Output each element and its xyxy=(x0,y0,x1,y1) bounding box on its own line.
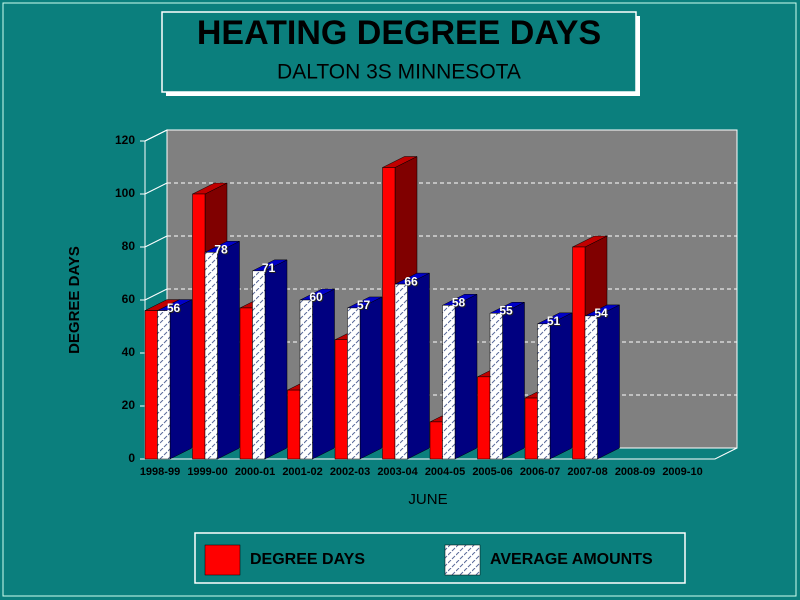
bar xyxy=(394,272,430,460)
side-grid xyxy=(144,235,168,248)
bar-face xyxy=(442,305,456,460)
bar xyxy=(347,296,383,460)
bar-face xyxy=(299,299,313,460)
data-label: 54 xyxy=(594,306,608,320)
x-tick-label: 1999-00 xyxy=(187,466,227,478)
x-tick-label: 2007-08 xyxy=(567,466,607,478)
side-grid xyxy=(144,182,168,195)
data-label: 57 xyxy=(357,298,371,312)
data-label-shadow: 60 xyxy=(310,291,324,305)
data-label-shadow: 66 xyxy=(405,275,419,289)
legend-label: AVERAGE AMOUNTS xyxy=(490,551,653,568)
bar xyxy=(299,288,335,460)
x-axis-label: JUNE xyxy=(408,491,447,508)
bar-face xyxy=(192,193,206,460)
side-grid xyxy=(144,288,168,301)
bar-face xyxy=(217,240,240,460)
data-label-shadow: 56 xyxy=(168,302,182,316)
bar-face xyxy=(144,310,158,460)
bar xyxy=(252,259,288,460)
data-label: 78 xyxy=(214,242,228,256)
y-tick-label: 80 xyxy=(122,239,136,253)
bar xyxy=(204,240,240,460)
bar-face xyxy=(204,252,218,460)
x-tick-label: 2003-04 xyxy=(377,466,418,478)
chart-subtitle: DALTON 3S MINNESOTA xyxy=(277,61,521,84)
bar-face xyxy=(477,376,491,460)
data-label: 51 xyxy=(547,314,561,328)
bar-face xyxy=(382,167,396,460)
bar xyxy=(442,293,478,460)
bar-face xyxy=(334,339,348,460)
data-label: 60 xyxy=(309,290,323,304)
bar-face xyxy=(489,313,503,460)
x-tick-label: 2001-02 xyxy=(282,466,322,478)
bar xyxy=(157,299,193,460)
bar-face xyxy=(287,389,301,460)
y-tick-label: 100 xyxy=(115,186,135,200)
legend-box xyxy=(194,532,686,584)
bar-face xyxy=(524,397,538,460)
bar-face xyxy=(407,272,430,460)
bar-face xyxy=(597,304,620,460)
bar-face xyxy=(312,288,335,460)
data-label-shadow: 78 xyxy=(215,243,229,257)
data-label-shadow: 57 xyxy=(358,299,372,313)
bar-face xyxy=(359,296,383,460)
x-tick-label: 2002-03 xyxy=(330,466,370,478)
bar-face xyxy=(537,323,551,460)
y-tick-label: 120 xyxy=(115,133,135,147)
x-tick-label: 2005-06 xyxy=(472,466,512,478)
bar xyxy=(537,312,573,460)
data-label-shadow: 51 xyxy=(548,315,562,329)
x-tick-label: 2008-09 xyxy=(615,466,655,478)
legend-swatch xyxy=(444,544,481,576)
bar-face xyxy=(584,315,598,460)
x-tick-label: 1998-99 xyxy=(140,466,180,478)
legend-swatch xyxy=(204,544,241,576)
bar xyxy=(584,304,620,460)
bar-face xyxy=(572,246,586,460)
data-label-shadow: 58 xyxy=(453,296,467,310)
data-label: 55 xyxy=(499,303,513,317)
data-label-shadow: 55 xyxy=(500,304,514,318)
bar-face xyxy=(169,299,193,460)
bar-face xyxy=(264,259,288,460)
bar-face xyxy=(394,283,408,460)
side-grid xyxy=(144,129,168,142)
bar-face xyxy=(502,301,525,460)
legend-label: DEGREE DAYS xyxy=(250,551,365,568)
y-tick-label: 20 xyxy=(122,398,136,412)
data-label: 56 xyxy=(167,301,181,315)
data-label: 71 xyxy=(262,261,276,275)
x-tick-label: 2004-05 xyxy=(425,466,465,478)
bar-face xyxy=(252,270,266,460)
bar-face xyxy=(454,293,478,460)
bar-face xyxy=(239,307,253,460)
bar-face xyxy=(157,310,171,460)
y-axis-label: DEGREE DAYS xyxy=(66,246,83,354)
bar xyxy=(489,301,525,460)
x-tick-label: 2009-10 xyxy=(662,466,702,478)
data-label-shadow: 71 xyxy=(263,262,277,276)
chart-title: HEATING DEGREE DAYS xyxy=(197,14,601,52)
bar-face xyxy=(549,312,573,460)
y-tick-label: 60 xyxy=(122,292,136,306)
y-tick-label: 40 xyxy=(122,345,136,359)
x-tick-label: 2006-07 xyxy=(520,466,560,478)
y-tick-label: 0 xyxy=(128,451,135,465)
bar-face xyxy=(347,307,361,460)
title-box xyxy=(161,11,637,93)
data-label-shadow: 54 xyxy=(595,307,609,321)
bar-face xyxy=(429,421,443,460)
data-label: 58 xyxy=(452,295,466,309)
data-label: 66 xyxy=(404,274,418,288)
x-tick-label: 2000-01 xyxy=(235,466,275,478)
